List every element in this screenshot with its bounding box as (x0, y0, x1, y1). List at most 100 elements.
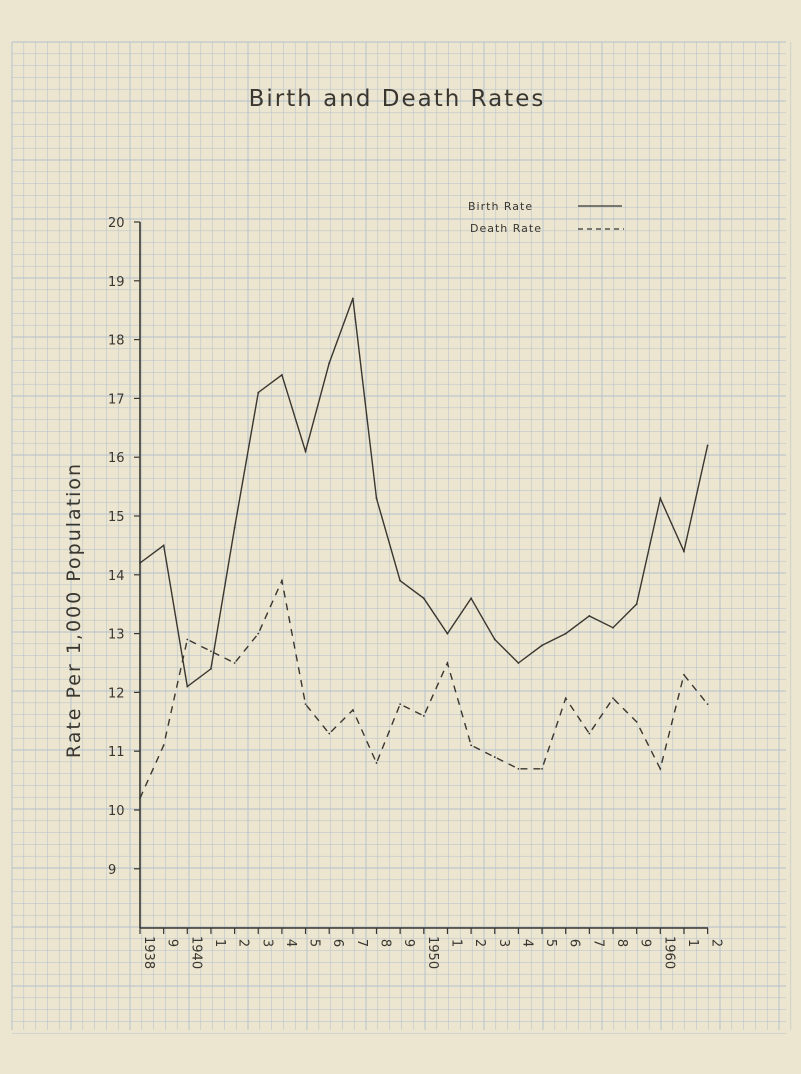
data-point-death-rate (257, 632, 260, 635)
data-point-death-rate (139, 797, 141, 800)
x-tick-label: 1938 (141, 936, 156, 969)
data-point-birth-rate (683, 550, 685, 553)
data-point-birth-rate (635, 603, 638, 606)
y-tick-label: 16 (108, 451, 125, 466)
data-point-death-rate (304, 703, 307, 706)
y-tick-label: 15 (108, 510, 125, 525)
data-point-death-rate (210, 650, 212, 653)
data-point-birth-rate (517, 662, 520, 664)
data-point-death-rate (706, 703, 709, 706)
data-point-death-rate (186, 638, 189, 641)
data-point-death-rate (612, 697, 614, 700)
y-tick-label: 9 (108, 863, 116, 878)
data-point-birth-rate (210, 667, 212, 670)
y-tick-label: 13 (108, 628, 125, 643)
data-point-death-rate (281, 579, 283, 582)
data-point-birth-rate (281, 373, 283, 376)
data-point-death-rate (233, 662, 236, 664)
x-tick-label: 9 (638, 939, 653, 947)
data-point-death-rate (493, 756, 496, 758)
data-point-birth-rate (706, 444, 709, 447)
data-point-birth-rate (375, 497, 378, 500)
x-tick-label: 9 (165, 939, 180, 947)
data-point-death-rate (541, 767, 543, 770)
x-tick-label: 1940 (188, 936, 203, 969)
data-point-death-rate (635, 720, 638, 723)
y-tick-label: 10 (108, 804, 125, 819)
chart-title: Birth and Death Rates (249, 86, 546, 112)
data-point-birth-rate (588, 615, 591, 617)
data-point-death-rate (588, 732, 591, 735)
data-point-birth-rate (541, 644, 543, 647)
series-line-birth-rate (139, 298, 709, 688)
x-tick-label: 2 (472, 939, 487, 947)
data-point-death-rate (659, 767, 662, 770)
chart-axes (139, 222, 708, 929)
data-point-death-rate (399, 703, 402, 706)
y-tick-label: 18 (108, 334, 125, 349)
x-tick-label: 4 (519, 939, 534, 947)
x-tick-label: 1 (685, 939, 700, 947)
x-tick-label: 2 (236, 939, 251, 947)
x-tick-label: 4 (283, 939, 298, 947)
data-point-death-rate (422, 715, 425, 717)
data-point-death-rate (517, 767, 520, 770)
data-point-birth-rate (493, 638, 496, 641)
data-point-birth-rate (659, 497, 662, 500)
x-tick-label: 8 (614, 939, 629, 947)
chart-series (139, 297, 709, 800)
x-tick-label: 7 (354, 939, 369, 947)
x-tick-label: 5 (307, 939, 322, 947)
data-point-death-rate (375, 762, 378, 764)
data-point-birth-rate (351, 297, 354, 300)
data-point-birth-rate (422, 597, 425, 600)
data-point-death-rate (328, 732, 331, 735)
data-point-birth-rate (399, 579, 402, 582)
x-tick-label: 1960 (661, 936, 676, 969)
y-tick-label: 20 (108, 216, 125, 231)
x-axis-ticks: 1938 9 1940 1 2 3 4 5 6 7 8 9 1950 1 2 3 4 5 6 7 8 9 1960 1 2 (139, 928, 724, 969)
y-tick-label: 19 (108, 275, 125, 290)
data-point-birth-rate (470, 597, 472, 600)
y-tick-label: 17 (108, 392, 125, 407)
x-tick-label: 2 (709, 939, 724, 947)
data-point-birth-rate (233, 526, 236, 529)
x-tick-label: 6 (567, 939, 582, 947)
data-point-death-rate (351, 709, 354, 711)
graph-paper-grid (11, 41, 792, 1034)
x-tick-label: 3 (259, 939, 274, 947)
data-point-birth-rate (257, 391, 260, 394)
data-point-birth-rate (186, 685, 189, 688)
legend-label-birth-rate: Birth Rate (468, 200, 533, 213)
x-tick-label: 1 (448, 939, 463, 947)
data-point-death-rate (446, 662, 449, 664)
data-point-birth-rate (139, 562, 141, 564)
data-point-death-rate (564, 697, 567, 700)
y-tick-label: 11 (108, 745, 125, 760)
x-tick-label: 6 (330, 939, 345, 947)
data-point-birth-rate (612, 626, 614, 629)
x-tick-label: 5 (543, 939, 558, 947)
y-axis-ticks: 9 10 11 12 13 14 15 16 17 18 19 20 (108, 216, 140, 878)
data-point-death-rate (470, 744, 472, 747)
x-tick-label: 1 (212, 939, 227, 947)
legend-label-death-rate: Death Rate (470, 222, 542, 235)
y-tick-label: 14 (108, 569, 125, 584)
data-point-birth-rate (446, 632, 449, 635)
data-point-death-rate (683, 673, 685, 676)
series-line-death-rate (139, 578, 709, 799)
x-tick-label: 9 (401, 939, 416, 947)
data-point-birth-rate (162, 544, 165, 547)
x-tick-label: 1950 (425, 936, 440, 969)
data-point-death-rate (162, 744, 165, 747)
data-point-birth-rate (328, 362, 331, 365)
chart-legend: Birth Rate Death Rate (468, 200, 624, 235)
data-point-birth-rate (304, 450, 307, 453)
x-tick-label: 7 (590, 939, 605, 947)
y-axis-label: Rate Per 1,000 Population (63, 462, 85, 758)
x-tick-label: 3 (496, 939, 511, 947)
data-point-birth-rate (564, 632, 567, 635)
x-tick-label: 8 (378, 939, 393, 947)
